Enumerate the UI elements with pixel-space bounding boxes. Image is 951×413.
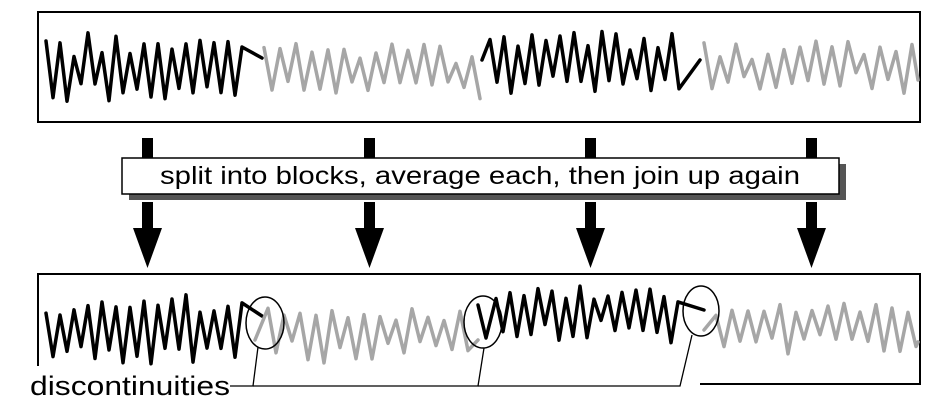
caption-text: split into blocks, average each, then jo… bbox=[160, 162, 800, 190]
discontinuities-callout: discontinuities bbox=[30, 334, 693, 401]
averaged-block-1 bbox=[44, 293, 264, 366]
caption-box: split into blocks, average each, then jo… bbox=[121, 157, 846, 200]
averaged-block-3 bbox=[476, 284, 706, 345]
original-signal-frame bbox=[37, 11, 921, 123]
ellipse-circle-icon bbox=[463, 295, 503, 349]
averaged-block-4 bbox=[702, 301, 920, 356]
discontinuities-label: discontinuities bbox=[30, 371, 230, 401]
down-arrow-icon bbox=[797, 202, 826, 268]
waveform-block-4 bbox=[702, 39, 920, 95]
discontinuity-markers bbox=[245, 285, 720, 350]
averaged-block-2 bbox=[253, 306, 480, 365]
caption-frame bbox=[121, 157, 840, 195]
label-background bbox=[0, 366, 700, 413]
averaged-signal-panel bbox=[37, 273, 921, 385]
original-signal-panel bbox=[37, 11, 921, 123]
waveform-block-1 bbox=[44, 31, 264, 103]
down-arrow-icon bbox=[355, 202, 384, 268]
leader-line-3 bbox=[478, 334, 693, 387]
down-arrow-icon bbox=[133, 202, 162, 268]
down-arrow-icon bbox=[576, 202, 605, 268]
ellipse-circle-icon bbox=[245, 296, 285, 350]
waveform-block-3 bbox=[480, 29, 702, 95]
ellipse-circle-icon bbox=[682, 285, 720, 337]
waveform-block-2 bbox=[262, 41, 482, 101]
down-arrows bbox=[133, 202, 826, 268]
